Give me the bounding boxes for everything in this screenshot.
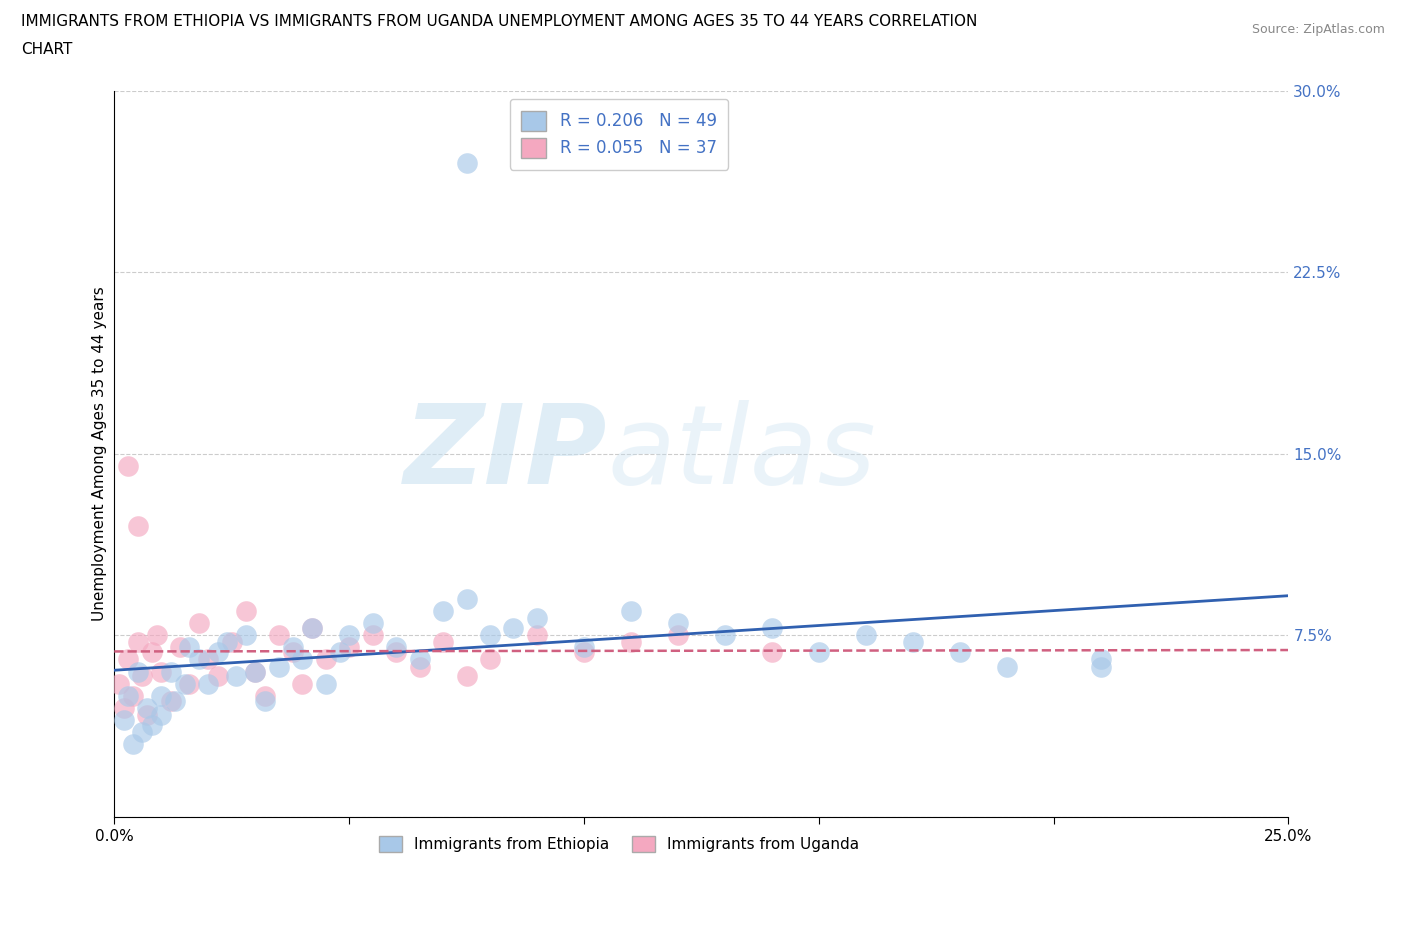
- Point: [572, 644, 595, 659]
- Point: [526, 628, 548, 643]
- Point: [291, 676, 314, 691]
- Point: [337, 628, 360, 643]
- Point: [159, 693, 181, 708]
- Point: [235, 628, 257, 643]
- Point: [572, 640, 595, 655]
- Point: [329, 644, 352, 659]
- Y-axis label: Unemployment Among Ages 35 to 44 years: Unemployment Among Ages 35 to 44 years: [93, 286, 107, 621]
- Point: [122, 688, 145, 703]
- Point: [173, 676, 195, 691]
- Point: [620, 635, 643, 650]
- Point: [385, 644, 408, 659]
- Text: CHART: CHART: [21, 42, 73, 57]
- Point: [949, 644, 972, 659]
- Point: [315, 676, 337, 691]
- Point: [141, 644, 163, 659]
- Point: [131, 669, 153, 684]
- Point: [150, 688, 173, 703]
- Point: [136, 700, 159, 715]
- Point: [136, 708, 159, 723]
- Point: [408, 659, 430, 674]
- Point: [235, 604, 257, 618]
- Point: [197, 652, 219, 667]
- Point: [267, 659, 290, 674]
- Point: [281, 640, 304, 655]
- Point: [479, 628, 502, 643]
- Point: [361, 628, 384, 643]
- Point: [215, 635, 238, 650]
- Point: [761, 644, 783, 659]
- Point: [150, 708, 173, 723]
- Point: [301, 620, 323, 635]
- Point: [315, 652, 337, 667]
- Point: [432, 635, 454, 650]
- Point: [207, 644, 229, 659]
- Point: [479, 652, 502, 667]
- Point: [456, 669, 478, 684]
- Point: [243, 664, 266, 679]
- Legend: Immigrants from Ethiopia, Immigrants from Uganda: Immigrants from Ethiopia, Immigrants fro…: [371, 829, 868, 860]
- Point: [117, 458, 139, 473]
- Point: [761, 620, 783, 635]
- Point: [337, 640, 360, 655]
- Point: [361, 616, 384, 631]
- Point: [179, 640, 201, 655]
- Point: [253, 693, 276, 708]
- Point: [117, 688, 139, 703]
- Point: [901, 635, 924, 650]
- Point: [291, 652, 314, 667]
- Point: [267, 628, 290, 643]
- Point: [666, 616, 689, 631]
- Point: [301, 620, 323, 635]
- Text: IMMIGRANTS FROM ETHIOPIA VS IMMIGRANTS FROM UGANDA UNEMPLOYMENT AMONG AGES 35 TO: IMMIGRANTS FROM ETHIOPIA VS IMMIGRANTS F…: [21, 14, 977, 29]
- Point: [456, 591, 478, 606]
- Point: [127, 519, 149, 534]
- Point: [150, 664, 173, 679]
- Point: [502, 620, 524, 635]
- Point: [131, 724, 153, 739]
- Point: [141, 717, 163, 732]
- Point: [526, 611, 548, 626]
- Point: [1090, 659, 1112, 674]
- Point: [620, 604, 643, 618]
- Text: atlas: atlas: [607, 400, 876, 507]
- Point: [225, 669, 247, 684]
- Point: [281, 644, 304, 659]
- Point: [456, 156, 478, 171]
- Point: [187, 652, 209, 667]
- Point: [221, 635, 243, 650]
- Point: [243, 664, 266, 679]
- Point: [666, 628, 689, 643]
- Point: [432, 604, 454, 618]
- Point: [127, 635, 149, 650]
- Point: [127, 664, 149, 679]
- Point: [855, 628, 877, 643]
- Point: [112, 700, 135, 715]
- Text: ZIP: ZIP: [404, 400, 607, 507]
- Point: [995, 659, 1018, 674]
- Point: [122, 737, 145, 751]
- Point: [197, 676, 219, 691]
- Point: [385, 640, 408, 655]
- Point: [207, 669, 229, 684]
- Text: Source: ZipAtlas.com: Source: ZipAtlas.com: [1251, 23, 1385, 36]
- Point: [253, 688, 276, 703]
- Point: [807, 644, 830, 659]
- Point: [112, 712, 135, 727]
- Point: [108, 676, 131, 691]
- Point: [187, 616, 209, 631]
- Point: [179, 676, 201, 691]
- Point: [714, 628, 737, 643]
- Point: [145, 628, 167, 643]
- Point: [1090, 652, 1112, 667]
- Point: [408, 652, 430, 667]
- Point: [165, 693, 187, 708]
- Point: [169, 640, 191, 655]
- Point: [117, 652, 139, 667]
- Point: [159, 664, 181, 679]
